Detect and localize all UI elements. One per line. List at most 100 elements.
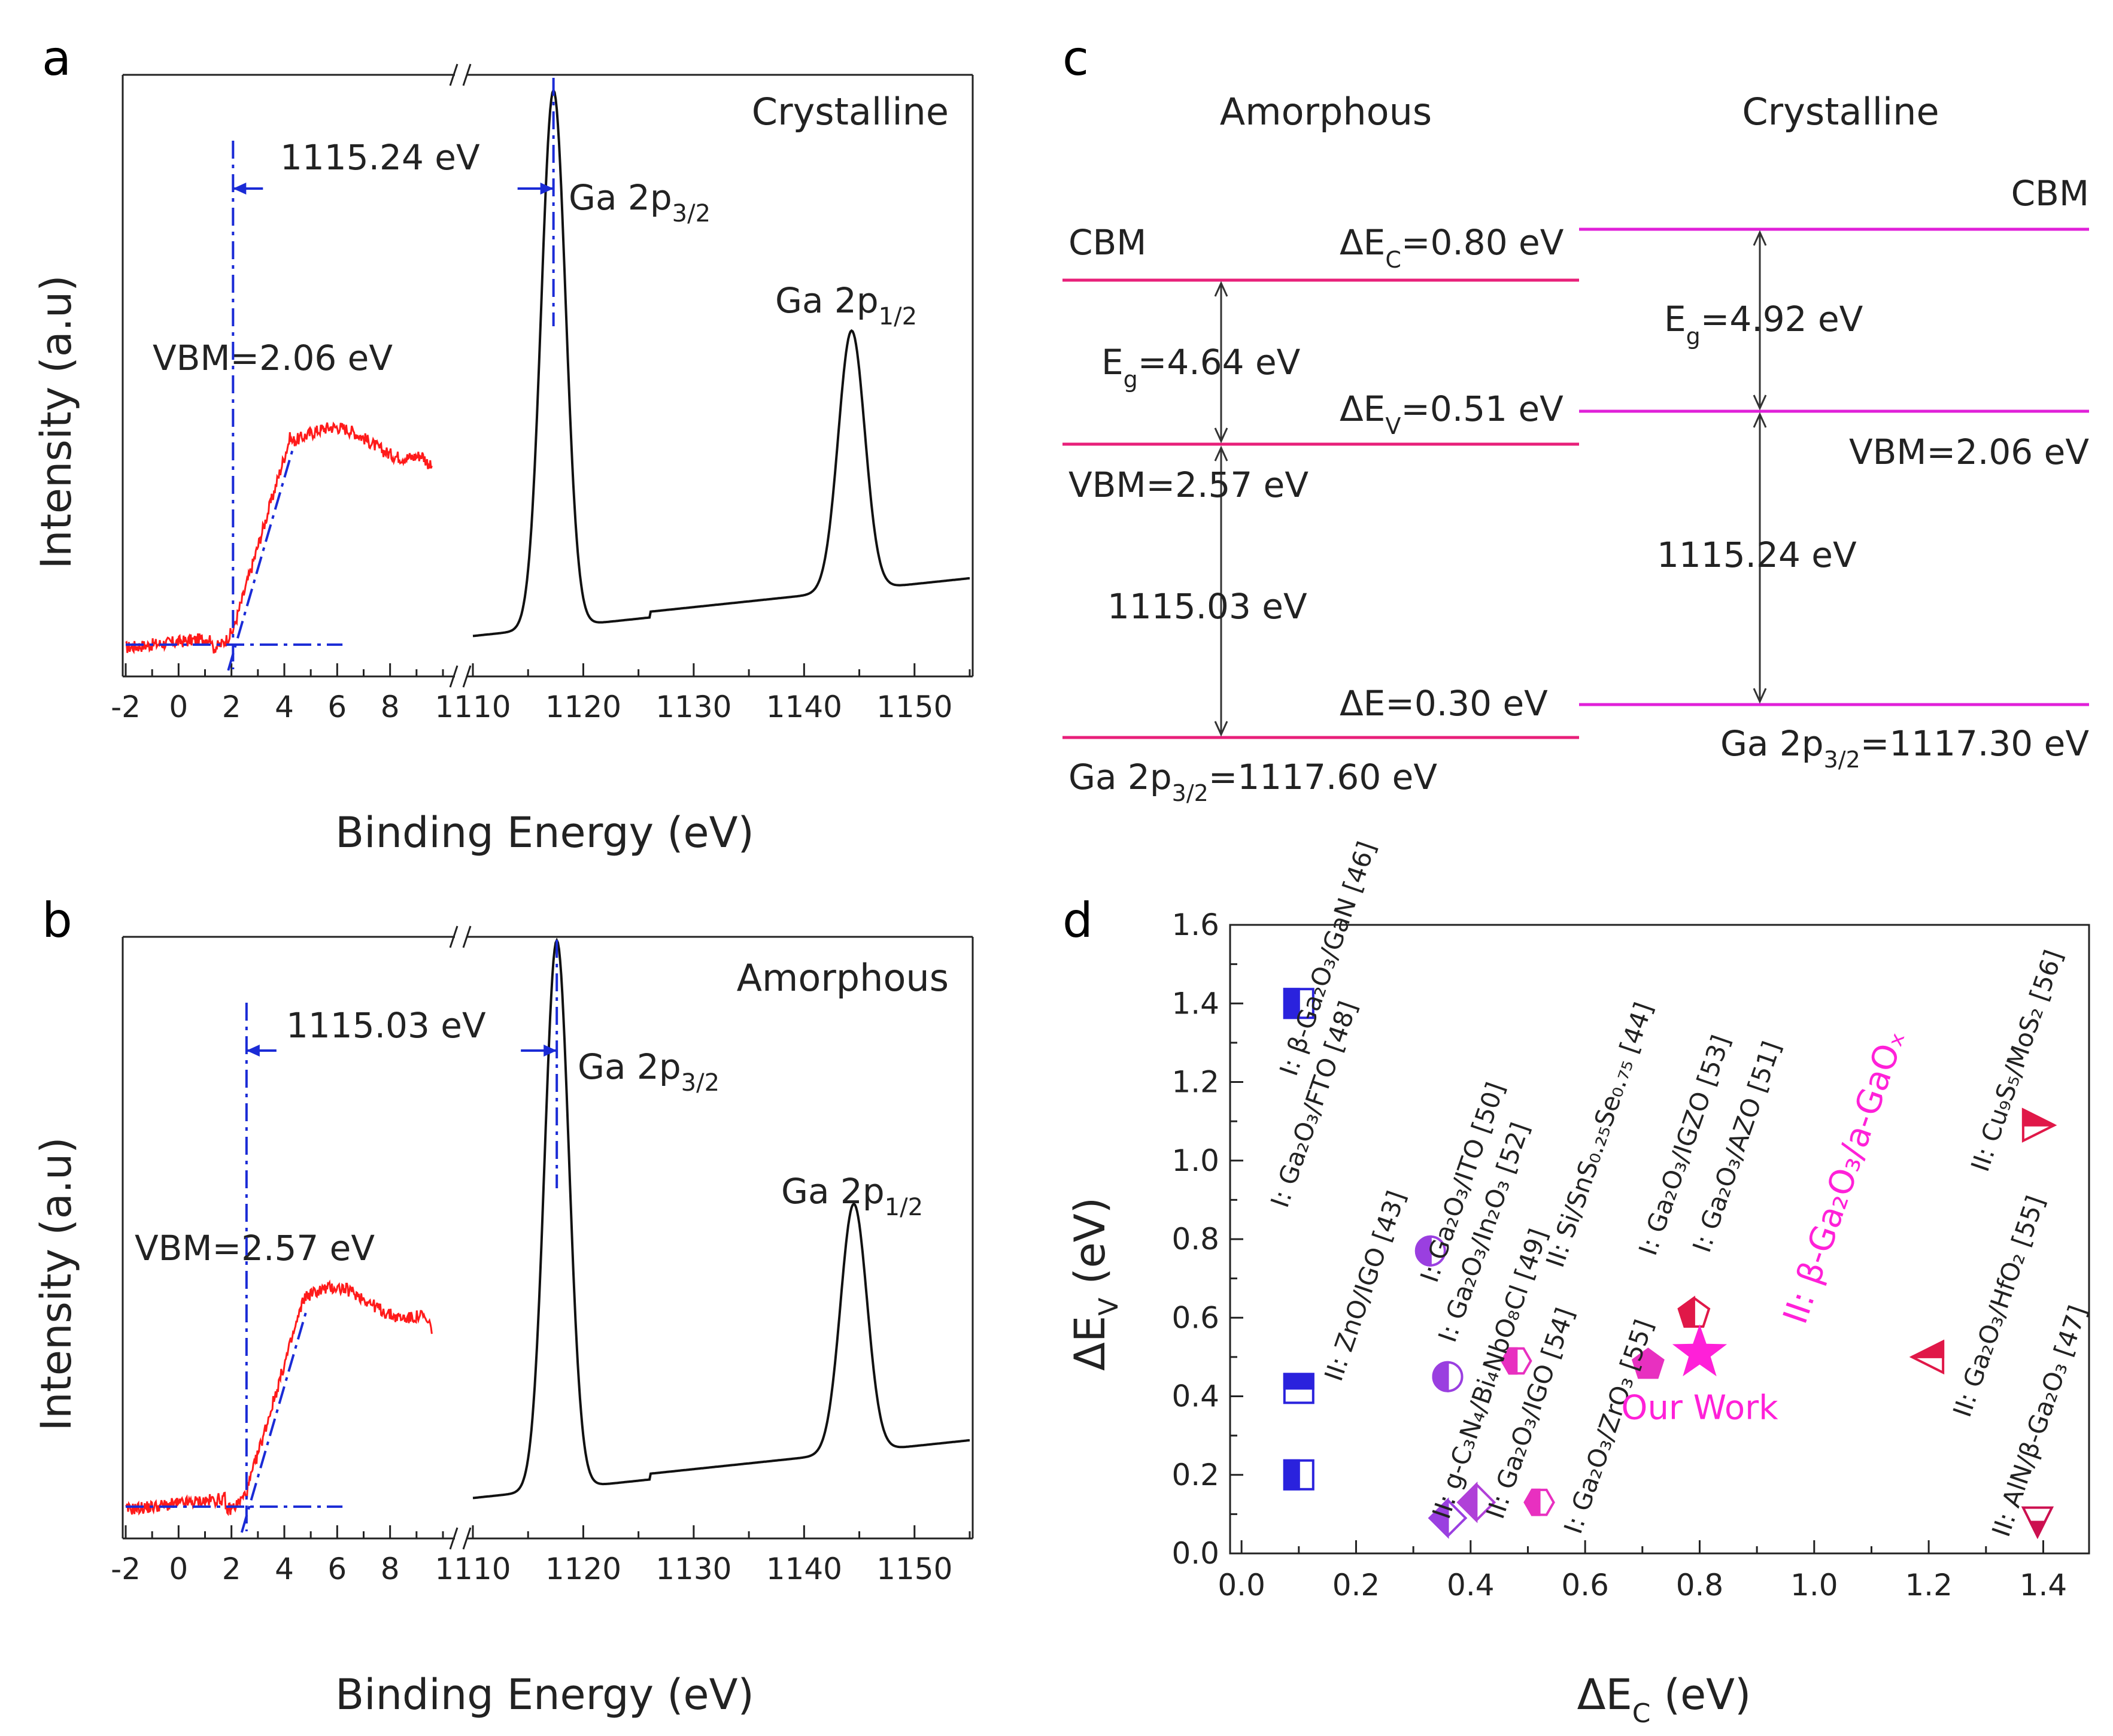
panel-a: a Intensity (a.u) Binding Energy (eV) Cr… bbox=[32, 31, 974, 857]
x-tick-label: 0.2 bbox=[1332, 1568, 1380, 1603]
x-tick-label: -2 bbox=[111, 1552, 141, 1586]
delta-ev-label: ΔEV=0.51 eV bbox=[1340, 389, 1564, 439]
crystalline-separation-label: 1115.24 eV bbox=[1657, 535, 1857, 575]
vbm-label: VBM=2.06 eV bbox=[153, 338, 393, 378]
peak-label-ga2p12: Ga 2p1/2 bbox=[775, 280, 917, 330]
our-work-point-label: II: β-Ga₂O₃/a-GaOₓ bbox=[1776, 1025, 1913, 1329]
marker-fill bbox=[2028, 1520, 2047, 1539]
x-axis-label: ΔEC (eV) bbox=[1577, 1670, 1751, 1729]
x-tick-label: 0.6 bbox=[1561, 1568, 1609, 1603]
data-point-pentagon-half bbox=[1677, 1295, 1711, 1328]
x-tick-label: 1140 bbox=[766, 1552, 842, 1586]
x-tick-label: 4 bbox=[275, 1552, 294, 1586]
y-tick-label: 0.8 bbox=[1171, 1222, 1219, 1257]
data-point-triangle-down-half bbox=[2021, 1506, 2054, 1539]
panel-b: b Intensity (a.u) Binding Energy (eV) Am… bbox=[32, 893, 974, 1719]
y-axis-label: ΔEV (eV) bbox=[1065, 1197, 1124, 1371]
x-tick-label: 1110 bbox=[435, 690, 511, 724]
y-tick-label: 0.0 bbox=[1171, 1536, 1219, 1571]
amorphous-separation-label: 1115.03 eV bbox=[1107, 586, 1307, 627]
point-label: II: Ga₂O₃/HfO₂ [55] bbox=[1947, 1192, 2050, 1421]
x-tick-label: 1.4 bbox=[2020, 1568, 2068, 1603]
x-tick-label: 2 bbox=[222, 1552, 241, 1586]
marker-fill bbox=[1523, 1488, 1541, 1516]
x-axis-label: Binding Energy (eV) bbox=[335, 808, 754, 857]
data-point-hexagon-half bbox=[1523, 1488, 1555, 1516]
panel-letter-d: d bbox=[1062, 893, 1093, 948]
panel-c: c Amorphous Crystalline CBM CBM Eg=4.6 bbox=[1062, 31, 2089, 806]
core-level-curve bbox=[472, 87, 970, 638]
double-arrows bbox=[1214, 230, 1767, 737]
y-tick-label: 0.6 bbox=[1171, 1300, 1219, 1335]
peak-label-ga2p32: Ga 2p3/2 bbox=[569, 177, 711, 227]
amorphous-vbm-label: VBM=2.57 eV bbox=[1068, 465, 1309, 505]
crystalline-vbm-label: VBM=2.06 eV bbox=[1849, 432, 2089, 472]
marker-fill bbox=[1283, 1373, 1314, 1390]
y-axis-label: Intensity (a.u) bbox=[32, 1137, 81, 1431]
slope-fit-line bbox=[240, 1307, 309, 1533]
x-tick-label: 1110 bbox=[435, 1552, 511, 1586]
axis-break-mark bbox=[462, 63, 472, 86]
data-point-triangle-right-half bbox=[2021, 1107, 2057, 1143]
x-tick-label: -2 bbox=[111, 690, 141, 724]
data-point-square-half-bottom bbox=[1283, 1373, 1314, 1404]
x-tick-label: 1150 bbox=[876, 1552, 952, 1586]
marker-fill bbox=[1283, 1459, 1300, 1491]
separation-label: 1115.03 eV bbox=[286, 1005, 486, 1046]
data-point-star bbox=[1672, 1324, 1728, 1377]
x-tick-label: 1150 bbox=[876, 690, 952, 724]
x-tick-label: 8 bbox=[381, 690, 400, 724]
data-point-diamond-half bbox=[1428, 1497, 1468, 1539]
amorphous-eg-label: Eg=4.64 eV bbox=[1101, 342, 1301, 393]
x-tick-label: 8 bbox=[381, 1552, 400, 1586]
axis-break-mark bbox=[449, 1527, 459, 1550]
y-tick-label: 1.2 bbox=[1171, 1065, 1219, 1100]
y-tick-label: 0.4 bbox=[1171, 1379, 1219, 1414]
marker-fill bbox=[1414, 1235, 1432, 1267]
x-tick-label: 1140 bbox=[766, 690, 842, 724]
data-point-circle-half bbox=[1432, 1361, 1464, 1392]
marker-fill bbox=[1631, 1347, 1665, 1379]
y-tick-label: 0.2 bbox=[1171, 1458, 1219, 1492]
x-tick-label: 4 bbox=[275, 690, 294, 724]
axis-break-mark bbox=[449, 63, 459, 86]
marker-fill bbox=[2021, 1107, 2055, 1127]
valence-band-curve bbox=[125, 1279, 433, 1516]
amorphous-core-label: Ga 2p3/2=1117.60 eV bbox=[1068, 757, 1437, 806]
marker-fill bbox=[1501, 1347, 1518, 1375]
crystalline-cbm-label: CBM bbox=[2011, 173, 2089, 214]
data-point-circle-half bbox=[1414, 1235, 1446, 1267]
x-tick-label: 1130 bbox=[655, 690, 731, 724]
separation-arrowhead bbox=[233, 183, 247, 195]
axis-break-mark bbox=[462, 1527, 472, 1550]
peak-label-ga2p12: Ga 2p1/2 bbox=[781, 1171, 923, 1221]
marker-fill bbox=[1432, 1361, 1449, 1392]
x-tick-label: 6 bbox=[327, 690, 347, 724]
x-tick-label: 1130 bbox=[655, 1552, 731, 1586]
point-label: II: Cu₉S₅/MoS₂ [56] bbox=[1965, 946, 2069, 1176]
crystalline-core-label: Ga 2p3/2=1117.30 eV bbox=[1720, 723, 2089, 773]
y-tick-label: 1.0 bbox=[1171, 1143, 1219, 1178]
vbm-label: VBM=2.57 eV bbox=[135, 1228, 375, 1268]
data-point-diamond-half bbox=[1456, 1481, 1496, 1523]
panel-d: d ΔEV (eV) ΔEC (eV) 0.0 0.2 0.4 0.6 0.8 1.0 1.… bbox=[1062, 837, 2093, 1729]
data-point-triangle-left-half bbox=[1909, 1339, 1945, 1375]
x-tick-label: 1.0 bbox=[1790, 1568, 1838, 1603]
separation-arrowhead bbox=[246, 1045, 260, 1057]
marker-fill bbox=[1672, 1324, 1728, 1377]
panel-letter-b: b bbox=[42, 893, 72, 948]
delta-e-label: ΔE=0.30 eV bbox=[1340, 683, 1548, 724]
valence-band-curve bbox=[125, 421, 433, 655]
axis-break-mark bbox=[449, 665, 459, 688]
x-tick-label: 0.0 bbox=[1218, 1568, 1265, 1603]
panel-letter-c: c bbox=[1062, 31, 1089, 86]
marker-fill bbox=[1456, 1481, 1478, 1523]
separation-arrowhead bbox=[540, 183, 554, 195]
panel-title: Amorphous bbox=[737, 956, 949, 1000]
x-tick-label: 0 bbox=[169, 690, 188, 724]
our-work-label: Our Work bbox=[1621, 1388, 1778, 1427]
marker-fill bbox=[1677, 1295, 1695, 1328]
y-tick-label: 1.4 bbox=[1171, 986, 1219, 1021]
x-axis-label: Binding Energy (eV) bbox=[335, 1670, 754, 1719]
